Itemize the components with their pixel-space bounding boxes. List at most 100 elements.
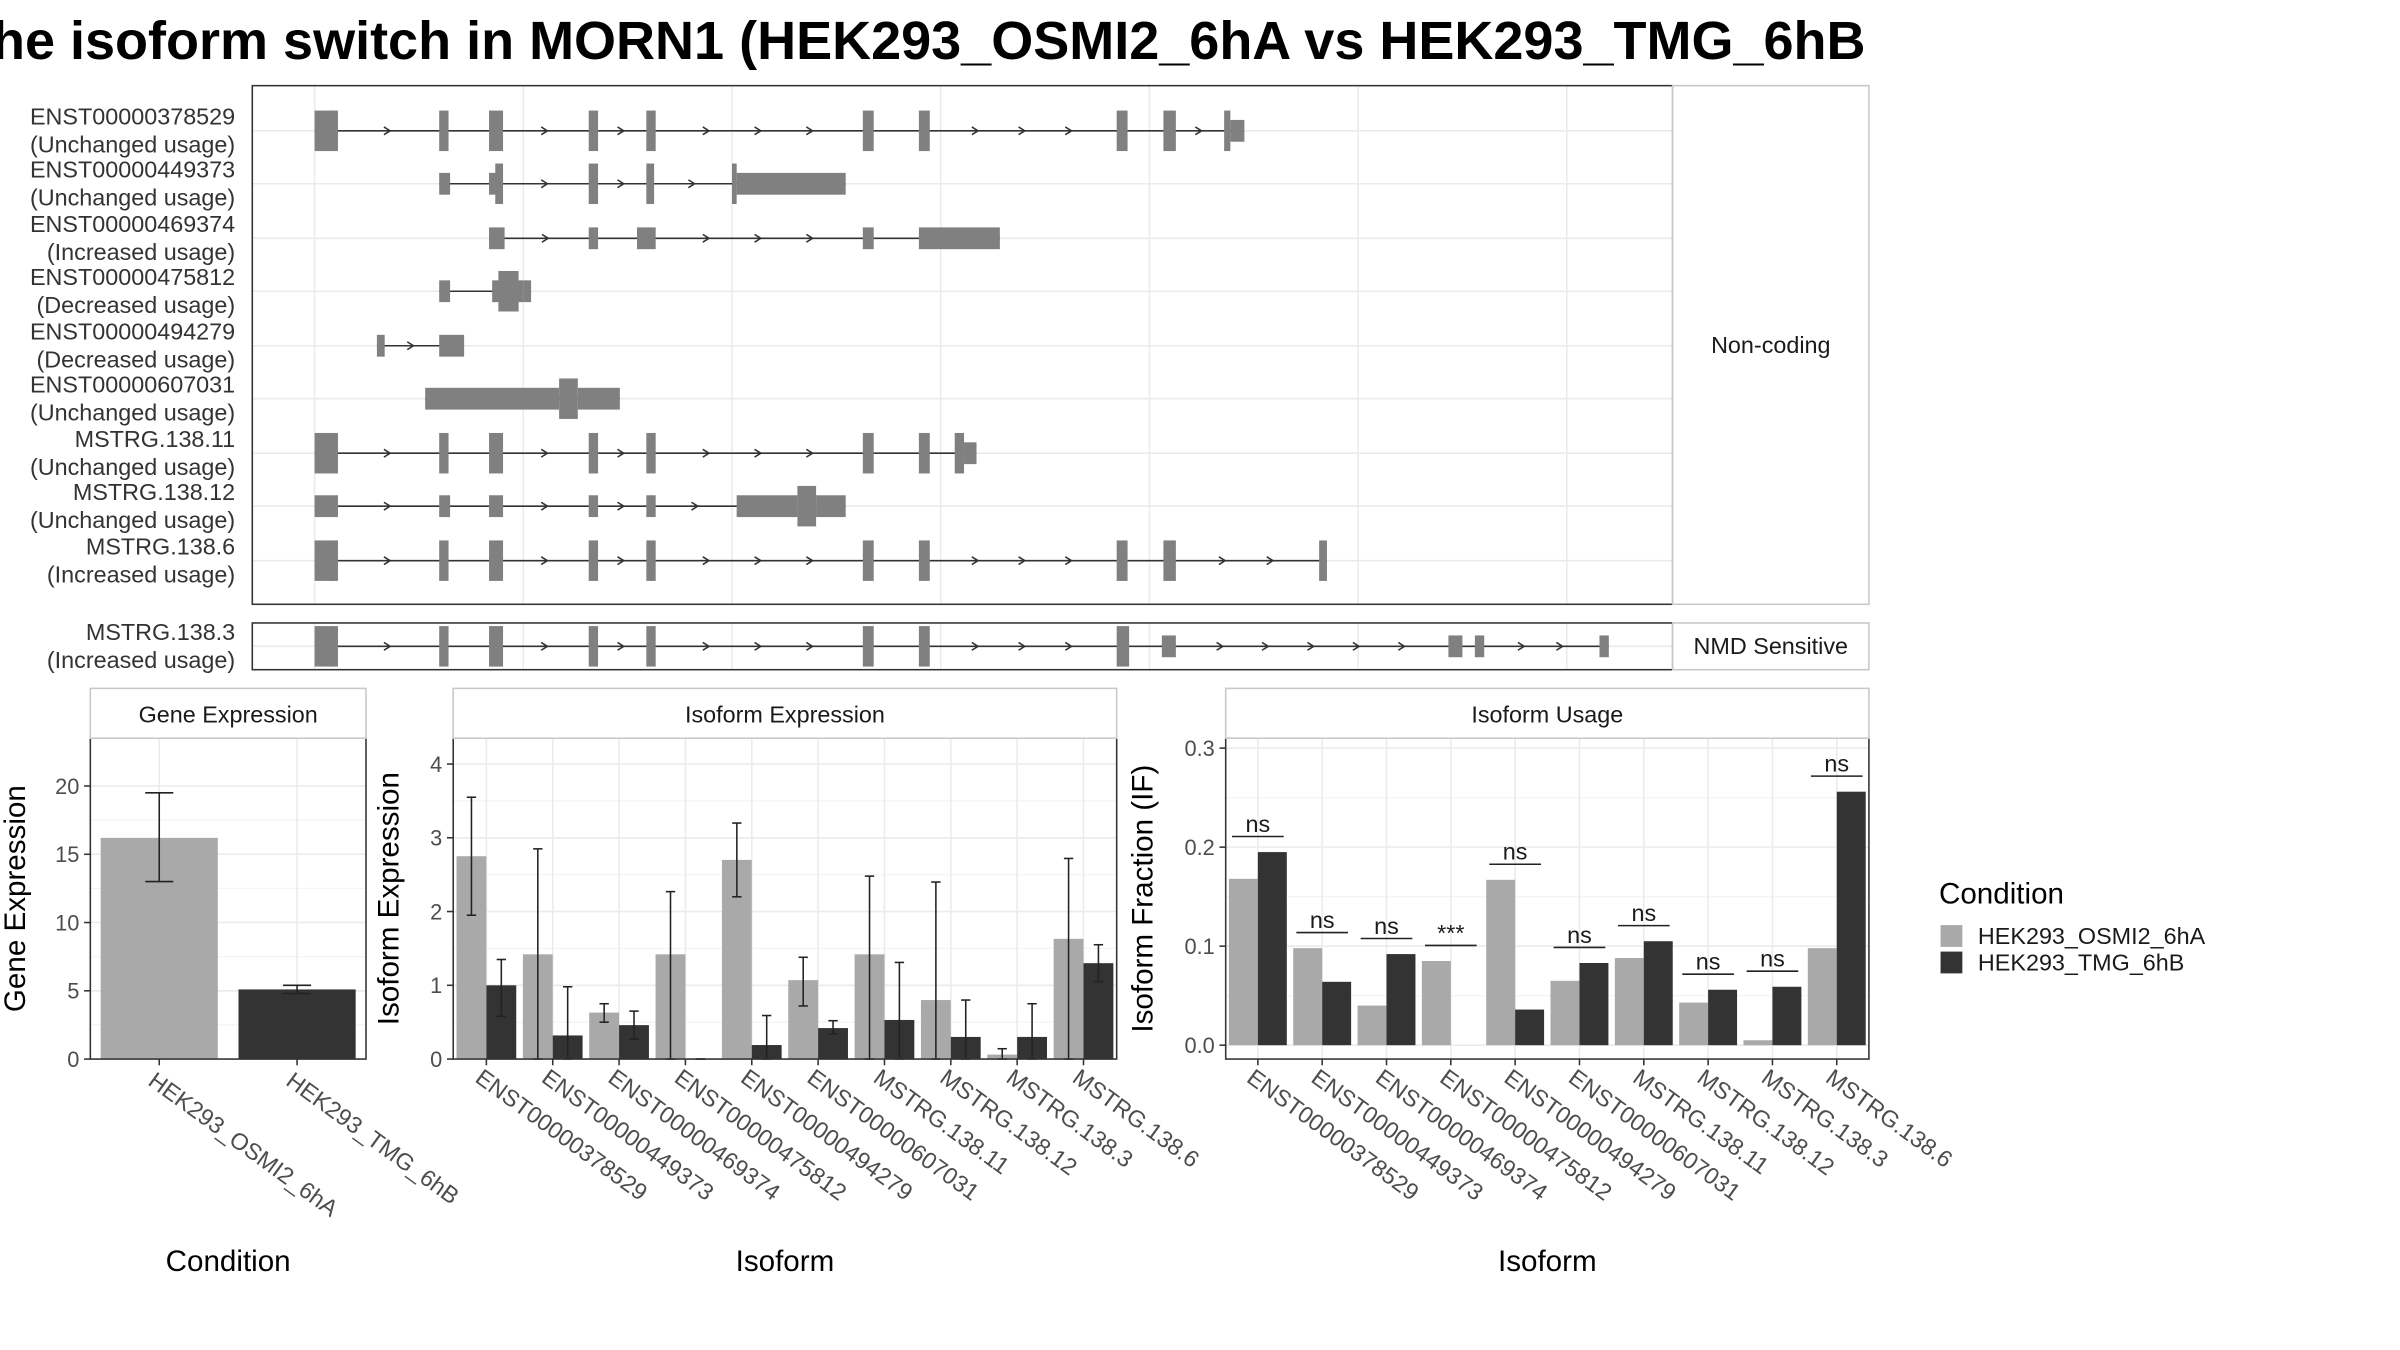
transcript-MSTRG.138.12-exon-3 bbox=[588, 495, 599, 518]
gene-expression-panel-ytick-label: 10 bbox=[55, 910, 79, 935]
transcript-ENST00000449373-exon-4 bbox=[646, 163, 655, 205]
transcript-MSTRG.138.3-exon-6 bbox=[862, 626, 874, 667]
transcript-MSTRG.138.6-intron-arrow bbox=[754, 556, 763, 566]
transcript-MSTRG.138.12-intron-arrow bbox=[691, 501, 700, 511]
gene-expression-bar bbox=[238, 989, 356, 1060]
transcript-MSTRG.138.6-exon-0 bbox=[314, 540, 334, 581]
transcript-MSTRG.138.6-exon-3 bbox=[489, 540, 504, 581]
transcript-ENST00000378529-exon-11 bbox=[1230, 119, 1245, 142]
legend-title: Condition bbox=[1939, 877, 2064, 910]
isoform-usage-panel-ytick-label: 0.1 bbox=[1184, 934, 1214, 959]
isoform-usage-bar-condB bbox=[1257, 852, 1287, 1046]
isoform-usage-bar-condA bbox=[1228, 878, 1258, 1046]
isoform-expression-panel-ytick-label: 3 bbox=[430, 826, 442, 851]
transcript-MSTRG.138.3-intron-arrow bbox=[971, 641, 980, 651]
transcript-ENST00000378529-intron-arrow bbox=[540, 126, 549, 136]
transcript-ENST00000494279-exon-1 bbox=[439, 334, 465, 357]
transcript-ENST00000449373-exon-6 bbox=[736, 172, 846, 195]
transcript-ENST00000469374-intron-arrow bbox=[754, 233, 763, 243]
transcript-ENST00000378529-exon-3 bbox=[489, 110, 504, 152]
isoform-usage-bar-condA bbox=[1743, 1040, 1773, 1046]
legend-label: HEK293_OSMI2_6hA bbox=[1978, 923, 2206, 949]
transcript-ENST00000469374-intron-arrow bbox=[805, 233, 815, 243]
transcript-MSTRG.138.6-intron-arrow bbox=[702, 556, 711, 566]
transcript-usage-label: (Unchanged usage) bbox=[30, 507, 235, 533]
transcript-MSTRG.138.6-exon-4 bbox=[588, 540, 599, 581]
transcript-usage-label: (Unchanged usage) bbox=[30, 132, 235, 158]
transcript-ENST00000607031-exon-0 bbox=[425, 387, 560, 410]
transcript-ENST00000378529-exon-4 bbox=[588, 110, 599, 152]
isoform-expression-xlabel: Isoform bbox=[736, 1245, 835, 1278]
transcript-ENST00000449373-exon-3 bbox=[588, 163, 599, 205]
transcript-id-label: MSTRG.138.6 bbox=[86, 533, 235, 559]
transcript-MSTRG.138.12-exon-7 bbox=[816, 495, 846, 518]
transcript-MSTRG.138.3-intron-arrow bbox=[1216, 641, 1225, 651]
transcript-MSTRG.138.12-exon-5 bbox=[736, 495, 798, 518]
transcript-MSTRG.138.6-intron-arrow bbox=[617, 556, 626, 566]
transcript-ENST00000469374-exon-4 bbox=[918, 227, 1000, 250]
transcript-MSTRG.138.11-intron-arrow bbox=[617, 448, 626, 458]
transcript-id-label: ENST00000449373 bbox=[30, 157, 235, 183]
transcript-MSTRG.138.6-exon-9 bbox=[1163, 540, 1176, 581]
transcript-MSTRG.138.3-intron-arrow bbox=[1018, 641, 1027, 651]
isoform-usage-xlabel: Isoform bbox=[1498, 1245, 1597, 1278]
transcript-MSTRG.138.3-intron-arrow bbox=[540, 641, 549, 651]
transcript-ENST00000378529-exon-7 bbox=[918, 110, 930, 152]
transcript-usage-label: (Decreased usage) bbox=[37, 292, 236, 318]
transcript-ENST00000494279-intron-arrow bbox=[406, 341, 415, 351]
transcript-MSTRG.138.11-intron-arrow bbox=[383, 448, 392, 458]
transcript-MSTRG.138.12-exon-0 bbox=[314, 495, 338, 518]
transcript-ENST00000469374-intron-arrow bbox=[702, 233, 711, 243]
transcript-MSTRG.138.11-exon-0 bbox=[314, 432, 334, 474]
transcript-MSTRG.138.12-exon-6 bbox=[797, 485, 817, 527]
transcript-ENST00000449373-exon-5 bbox=[731, 163, 737, 205]
transcript-MSTRG.138.6-exon-6 bbox=[862, 540, 874, 581]
transcript-MSTRG.138.3-exon-1 bbox=[330, 626, 338, 667]
gene-expression-panel-ytick-label: 5 bbox=[67, 979, 79, 1004]
transcript-MSTRG.138.3-intron-arrow bbox=[1261, 641, 1270, 651]
nmd-strip bbox=[1671, 622, 1870, 671]
transcript-usage-label: (Unchanged usage) bbox=[30, 400, 235, 426]
transcript-MSTRG.138.11-exon-3 bbox=[489, 432, 504, 474]
transcript-MSTRG.138.3-exon-2 bbox=[439, 626, 449, 667]
isoform-usage-bar-condA bbox=[1679, 1002, 1709, 1046]
transcript-ENST00000607031-exon-2 bbox=[577, 387, 620, 410]
transcript-MSTRG.138.6-exon-7 bbox=[918, 540, 930, 581]
transcript-MSTRG.138.3-exon-5 bbox=[646, 626, 656, 667]
isoform-usage-bar-condB bbox=[1386, 954, 1416, 1046]
gene-expression-panel-title-strip bbox=[89, 687, 367, 740]
transcript-MSTRG.138.12-intron-arrow bbox=[540, 501, 549, 511]
transcript-MSTRG.138.12-exon-4 bbox=[646, 495, 656, 518]
transcript-ENST00000378529-exon-5 bbox=[646, 110, 656, 152]
transcript-MSTRG.138.3-exon-0 bbox=[314, 626, 334, 667]
transcript-MSTRG.138.3-intron-arrow bbox=[1064, 641, 1073, 651]
legend-label: HEK293_TMG_6hB bbox=[1978, 949, 2184, 975]
transcript-ENST00000378529-exon-10 bbox=[1224, 110, 1231, 152]
isoform-usage-bar-condB bbox=[1515, 1009, 1545, 1046]
transcript-MSTRG.138.11-intron-arrow bbox=[805, 448, 815, 458]
transcript-ENST00000378529-intron-arrow bbox=[754, 126, 763, 136]
significance-label: ns bbox=[1824, 750, 1849, 776]
isoform-usage-bar-condA bbox=[1614, 958, 1644, 1046]
transcript-MSTRG.138.11-exon-6 bbox=[862, 432, 874, 474]
isoform-expression-panel-title-strip bbox=[452, 687, 1118, 740]
legend-key-condB bbox=[1940, 951, 1963, 974]
transcript-MSTRG.138.11-exon-5 bbox=[646, 432, 656, 474]
transcript-MSTRG.138.12-intron-arrow bbox=[617, 501, 626, 511]
transcript-MSTRG.138.12-exon-1 bbox=[439, 495, 451, 518]
transcript-MSTRG.138.3-exon-9 bbox=[1161, 635, 1176, 658]
transcript-MSTRG.138.11-intron-arrow bbox=[754, 448, 763, 458]
isoform-usage-bar-condB bbox=[1643, 941, 1673, 1046]
transcript-usage-label: (Unchanged usage) bbox=[30, 185, 235, 211]
isoform-usage-bar-condA bbox=[1486, 879, 1516, 1046]
gene-expression-xlabel: Condition bbox=[166, 1245, 291, 1278]
transcript-MSTRG.138.3-exon-10 bbox=[1448, 635, 1463, 658]
transcript-ENST00000469374-exon-3 bbox=[862, 227, 874, 250]
transcript-MSTRG.138.11-exon-9 bbox=[964, 442, 977, 465]
transcript-ENST00000449373-intron-arrow bbox=[687, 179, 697, 189]
transcript-id-label: ENST00000494279 bbox=[30, 319, 235, 345]
transcript-MSTRG.138.11-intron-arrow bbox=[540, 448, 549, 458]
transcript-MSTRG.138.11-intron-arrow bbox=[702, 448, 711, 458]
transcript-MSTRG.138.6-intron-arrow bbox=[383, 556, 392, 566]
